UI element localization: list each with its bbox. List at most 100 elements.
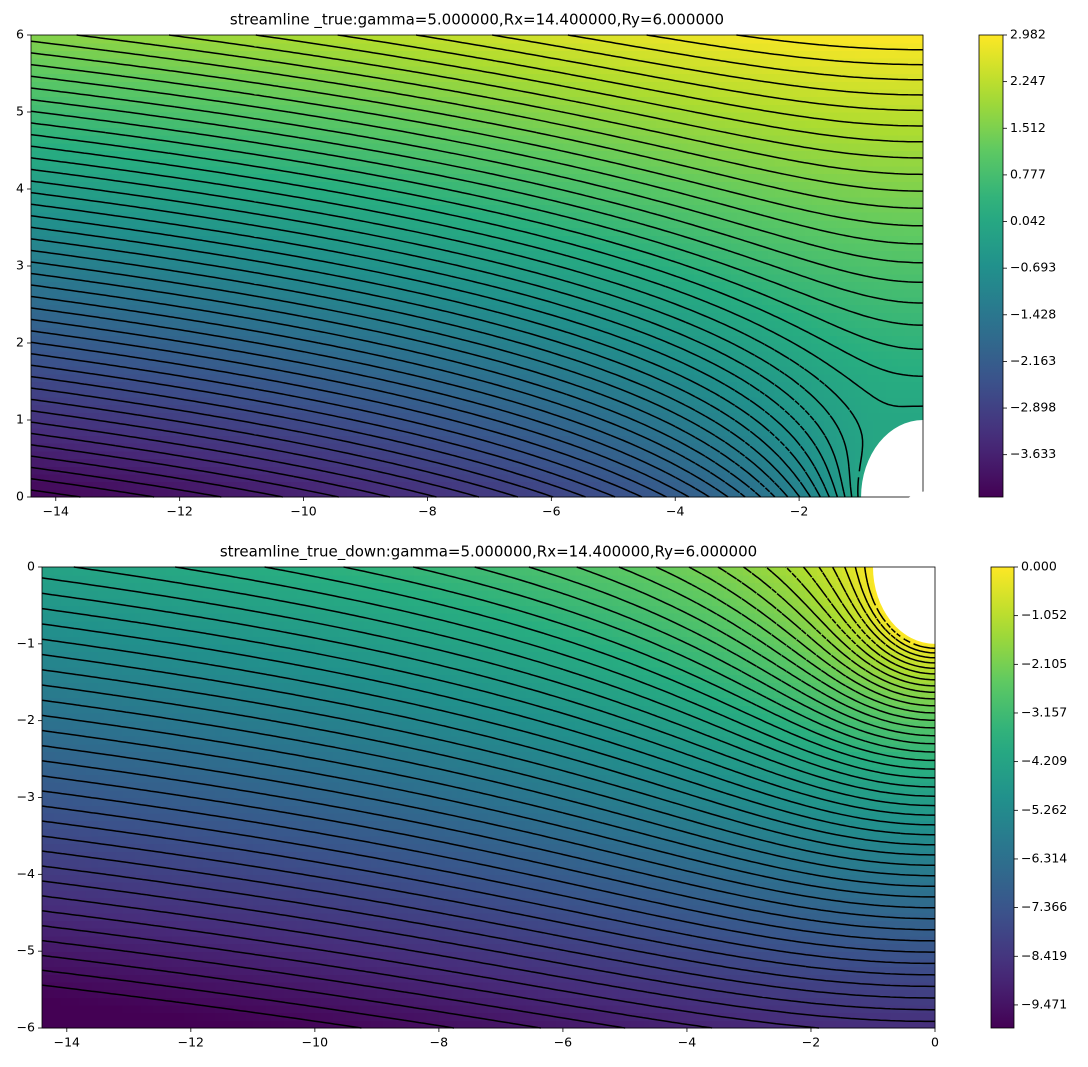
field-cell xyxy=(570,459,577,467)
field-cell xyxy=(824,412,831,420)
field-cell xyxy=(842,251,849,259)
field-cell xyxy=(867,420,874,428)
field-cell xyxy=(781,289,788,297)
field-cell xyxy=(260,289,267,297)
field-cell xyxy=(427,235,434,243)
field-cell xyxy=(601,335,608,343)
field-cell xyxy=(124,281,131,289)
field-cell xyxy=(403,281,410,289)
field-cell xyxy=(37,435,44,443)
field-cell xyxy=(514,320,521,328)
field-cell xyxy=(136,405,143,413)
field-cell xyxy=(56,443,63,451)
field-cell xyxy=(390,297,397,305)
field-cell xyxy=(130,343,137,351)
field-cell xyxy=(68,428,75,436)
field-cell xyxy=(669,389,676,397)
field-cell xyxy=(149,305,156,313)
field-cell xyxy=(192,459,199,467)
field-cell xyxy=(198,351,205,359)
field-cell xyxy=(56,474,63,482)
field-cell xyxy=(632,320,639,328)
field-cell xyxy=(880,312,887,320)
field-cell xyxy=(514,451,521,459)
field-cell xyxy=(601,358,608,366)
field-cell xyxy=(322,228,329,236)
field-cell xyxy=(886,251,893,259)
field-cell xyxy=(545,328,552,336)
field-cell xyxy=(43,281,50,289)
field-cell xyxy=(235,366,242,374)
field-cell xyxy=(595,397,602,405)
field-cell xyxy=(762,451,769,459)
field-cell xyxy=(99,289,106,297)
field-cell xyxy=(328,366,335,374)
field-cell xyxy=(626,482,633,490)
field-cell xyxy=(421,343,428,351)
field-cell xyxy=(322,251,329,259)
field-cell xyxy=(173,266,180,274)
field-cell xyxy=(341,366,348,374)
field-cell xyxy=(310,251,317,259)
field-cell xyxy=(607,351,614,359)
field-cell xyxy=(62,281,69,289)
field-cell xyxy=(81,358,88,366)
field-cell xyxy=(118,466,125,474)
field-cell xyxy=(366,343,373,351)
field-cell xyxy=(818,389,825,397)
field-cell xyxy=(279,351,286,359)
field-cell xyxy=(644,428,651,436)
field-cell xyxy=(50,405,57,413)
field-cell xyxy=(366,366,373,374)
field-cell xyxy=(43,289,50,297)
field-cell xyxy=(105,459,112,467)
field-cell xyxy=(254,251,261,259)
field-cell xyxy=(43,459,50,467)
field-cell xyxy=(892,258,899,266)
field-cell xyxy=(861,243,868,251)
field-cell xyxy=(762,351,769,359)
field-cell xyxy=(229,420,236,428)
field-cell xyxy=(650,420,657,428)
field-cell xyxy=(285,435,292,443)
field-cell xyxy=(669,320,676,328)
field-cell xyxy=(725,358,732,366)
field-cell xyxy=(180,397,187,405)
field-cell xyxy=(886,312,893,320)
field-cell xyxy=(81,258,88,266)
field-cell xyxy=(143,474,150,482)
field-cell xyxy=(681,435,688,443)
field-cell xyxy=(508,305,515,313)
field-cell xyxy=(366,351,373,359)
field-cell xyxy=(675,482,682,490)
field-cell xyxy=(787,382,794,390)
field-cell xyxy=(180,328,187,336)
field-cell xyxy=(824,366,831,374)
field-cell xyxy=(99,389,106,397)
field-cell xyxy=(842,281,849,289)
field-cell xyxy=(768,482,775,490)
field-cell xyxy=(427,374,434,382)
field-cell xyxy=(124,482,131,490)
field-cell xyxy=(743,474,750,482)
field-cell xyxy=(173,312,180,320)
field-cell xyxy=(861,351,868,359)
field-cell xyxy=(130,366,137,374)
field-cell xyxy=(898,266,905,274)
field-cell xyxy=(917,312,924,320)
field-cell xyxy=(149,235,156,243)
field-cell xyxy=(186,228,193,236)
field-cell xyxy=(836,405,843,413)
field-cell xyxy=(266,358,273,366)
field-cell xyxy=(304,297,311,305)
field-cell xyxy=(756,266,763,274)
field-cell xyxy=(830,351,837,359)
field-cell xyxy=(663,289,670,297)
field-cell xyxy=(198,420,205,428)
field-cell xyxy=(886,305,893,313)
field-cell xyxy=(366,459,373,467)
field-cell xyxy=(582,428,589,436)
field-cell xyxy=(124,382,131,390)
field-cell xyxy=(502,389,509,397)
field-cell xyxy=(762,235,769,243)
